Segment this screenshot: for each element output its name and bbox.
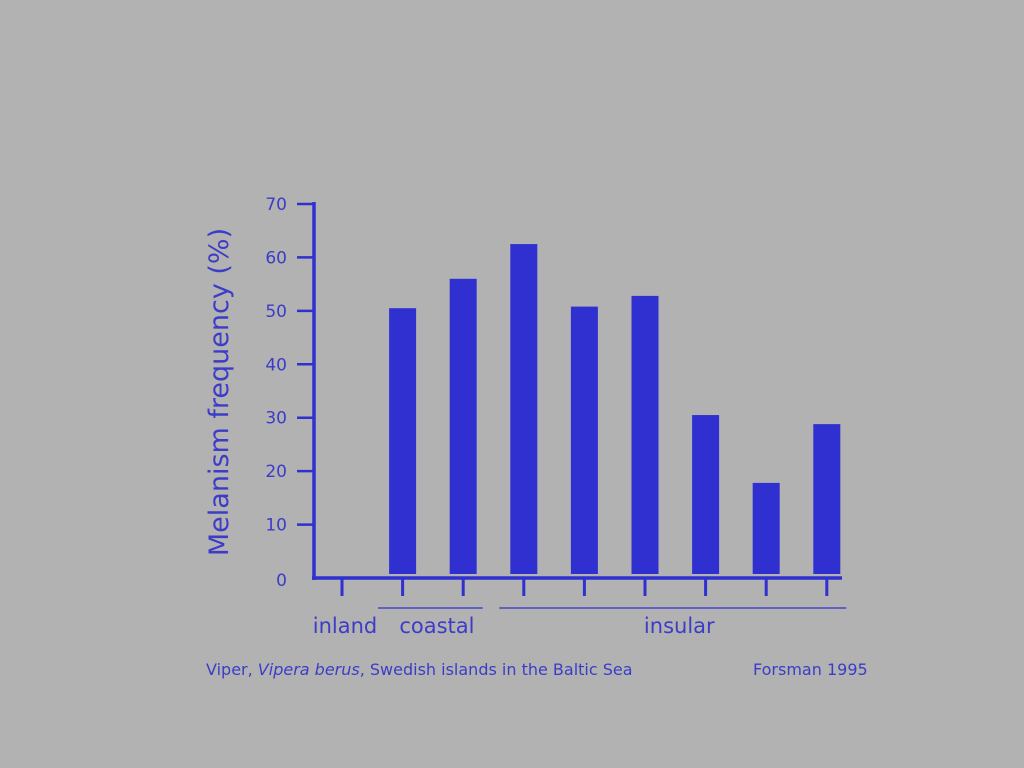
- axes-group: [312, 202, 842, 580]
- group-label-insular: insular: [644, 614, 715, 638]
- y-tick-label-40: 40: [265, 355, 287, 375]
- y-tick-label-60: 60: [265, 248, 287, 268]
- figure-source: Forsman 1995: [753, 660, 868, 679]
- y-tick-label-70: 70: [265, 195, 287, 215]
- bar-8: [752, 482, 780, 574]
- group-label-inland: inland: [313, 614, 378, 638]
- y-tick-label-10: 10: [265, 516, 287, 536]
- y-tick-label-50: 50: [265, 302, 287, 322]
- caption-common-name: Viper,: [206, 660, 258, 679]
- group-label-coastal: coastal: [399, 614, 474, 638]
- x-ticks-group: [340, 578, 829, 596]
- caption-location: , Swedish islands in the Baltic Sea: [359, 660, 633, 679]
- bar-4: [510, 244, 538, 575]
- bar-6: [631, 295, 659, 574]
- bar-7: [692, 415, 720, 574]
- bars-group: [389, 244, 841, 575]
- y-ticks-group: 0 10 20 30 40 50 60 70: [265, 195, 314, 591]
- category-groups: inland coastal insular: [313, 607, 847, 638]
- y-axis-label: Melanism frequency (%): [204, 228, 235, 556]
- bar-9: [813, 424, 841, 574]
- bar-3: [449, 278, 477, 574]
- bar-2: [389, 308, 417, 574]
- y-tick-label-30: 30: [265, 409, 287, 429]
- y-tick-label-0: 0: [276, 571, 287, 591]
- y-tick-label-20: 20: [265, 462, 287, 482]
- bar-5: [570, 306, 598, 574]
- caption-latin-name: Vipera berus: [257, 660, 360, 679]
- figure-caption: Viper, Vipera berus, Swedish islands in …: [206, 660, 633, 679]
